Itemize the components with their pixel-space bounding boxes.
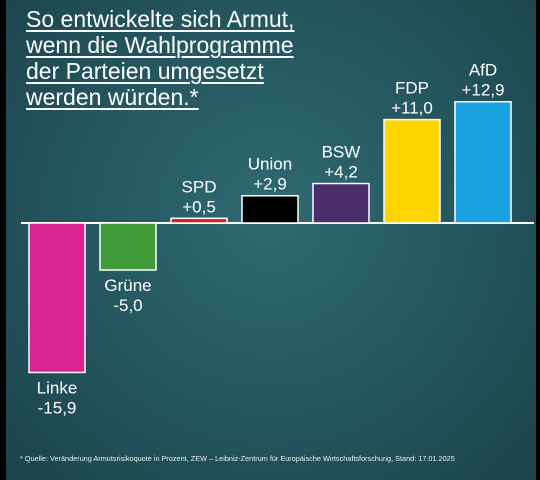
bar-fdp [383, 118, 441, 224]
bar-grne [99, 222, 157, 271]
bar-bsw [312, 182, 370, 224]
bar-linke [28, 222, 86, 374]
category-label: Grüne [104, 276, 151, 295]
chart-frame: So entwickelte sich Armut, wenn die Wahl… [6, 0, 536, 480]
bar-union [241, 194, 299, 224]
category-label: Union [248, 155, 292, 174]
bar-chart: Linke-15,9 Grüne-5,0 SPD+0,5 Union+2,9 BSW+4… [21, 61, 534, 417]
value-label: -5,0 [113, 296, 142, 315]
title-line-2: wenn die Wahlprogramme [26, 32, 294, 58]
bar-spd [170, 217, 228, 224]
title-line-3: der Parteien umgesetzt [26, 58, 264, 84]
category-label: BSW [322, 143, 361, 162]
category-label: AfD [469, 61, 497, 80]
title-line-4: werden würden.* [26, 84, 199, 110]
value-label: +0,5 [182, 197, 216, 216]
value-label: +12,9 [461, 81, 504, 100]
bar-afd [454, 100, 512, 224]
category-label: Linke [37, 378, 78, 397]
source-note: * Quelle: Veränderung Armutsrisikoquote … [20, 454, 455, 463]
value-label: +11,0 [391, 99, 433, 118]
value-label: -15,9 [38, 398, 77, 417]
value-label: +4,2 [324, 163, 358, 182]
category-label: SPD [182, 177, 217, 196]
title-line-1: So entwickelte sich Armut, [26, 6, 295, 32]
value-label: +2,9 [253, 175, 287, 194]
chart-title: So entwickelte sich Armut, wenn die Wahl… [26, 6, 386, 110]
category-label: FDP [395, 79, 429, 98]
